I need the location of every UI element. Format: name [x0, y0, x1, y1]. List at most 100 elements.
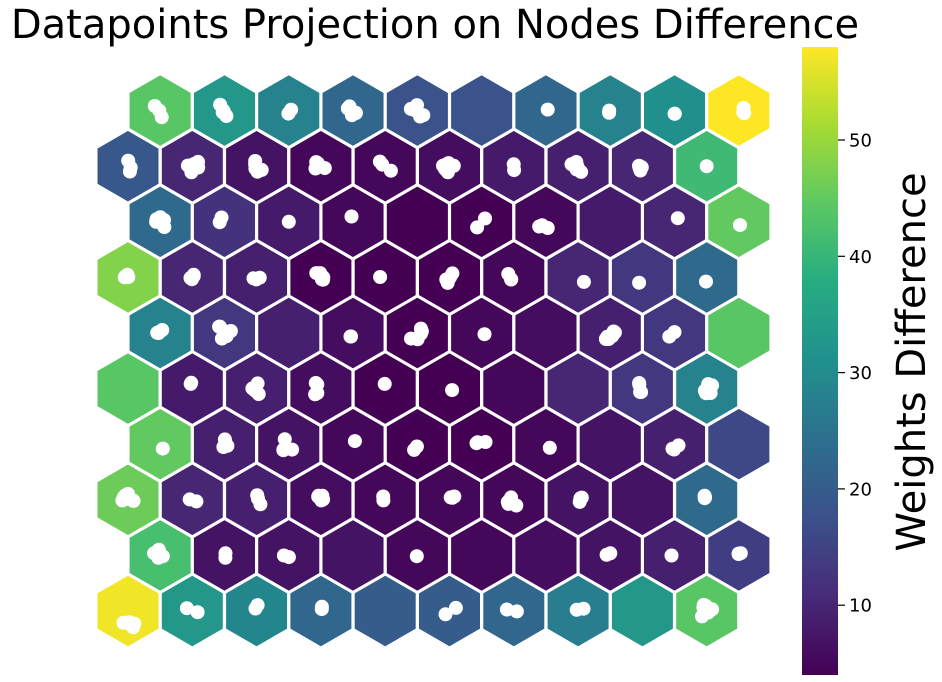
datapoint-marker [576, 274, 591, 289]
colorbar-label: Weights Difference [889, 172, 935, 551]
datapoint-marker [407, 102, 422, 117]
datapoint-marker [155, 441, 170, 456]
datapoint-marker [252, 270, 267, 285]
datapoint-marker [542, 440, 557, 455]
colorbar: 10 20 30 40 50 Weights Difference [802, 47, 935, 675]
datapoint-marker [151, 550, 166, 565]
datapoint-marker [670, 211, 685, 226]
datapoint-marker [731, 546, 746, 561]
datapoint-marker [317, 161, 332, 176]
datapoint-marker [445, 383, 460, 398]
datapoint-marker [410, 332, 425, 347]
colorbar-gradient [802, 47, 838, 675]
datapoint-marker [121, 270, 136, 285]
datapoint-marker [340, 101, 355, 116]
datapoint-marker [377, 376, 392, 391]
datapoint-marker [532, 219, 547, 234]
datapoint-marker [343, 329, 358, 344]
datapoint-marker [413, 321, 428, 336]
datapoint-marker [284, 102, 299, 117]
datapoint-marker [347, 434, 362, 449]
colorbar-tick-label: 30 [849, 363, 872, 384]
datapoint-marker [115, 493, 130, 508]
datapoint-marker [667, 106, 682, 121]
datapoint-markers-layer [115, 97, 752, 635]
datapoint-marker [506, 157, 521, 172]
datapoint-marker [214, 210, 229, 225]
datapoint-marker [153, 210, 168, 225]
datapoint-marker [733, 218, 747, 233]
datapoint-marker [634, 385, 649, 400]
datapoint-marker [477, 327, 492, 342]
datapoint-marker [281, 214, 296, 229]
datapoint-marker [603, 546, 618, 561]
datapoint-marker [697, 488, 712, 503]
datapoint-marker [376, 493, 391, 508]
datapoint-marker [438, 607, 453, 622]
datapoint-marker [373, 270, 388, 284]
datapoint-marker [409, 549, 424, 564]
datapoint-marker [478, 435, 493, 449]
datapoint-marker [383, 163, 398, 178]
datapoint-marker [126, 493, 141, 508]
datapoint-marker [665, 441, 680, 456]
colorbar-tick-label: 20 [849, 479, 872, 500]
datapoint-marker [447, 489, 462, 504]
datapoint-marker [179, 601, 194, 616]
datapoint-marker [281, 550, 296, 565]
datapoint-marker [147, 99, 162, 113]
datapoint-marker [218, 550, 233, 565]
datapoint-marker [277, 432, 292, 447]
datapoint-marker [440, 275, 455, 290]
datapoint-marker [607, 325, 622, 340]
datapoint-marker [569, 155, 584, 169]
colorbar-tick-label: 10 [849, 596, 872, 617]
datapoint-marker [248, 383, 263, 398]
datapoint-marker [191, 160, 206, 175]
colorbar-tick-label: 40 [849, 247, 872, 268]
datapoint-marker [248, 161, 263, 176]
colorbar-ticks: 10 20 30 40 50 [838, 131, 872, 617]
datapoint-marker [223, 324, 238, 338]
datapoint-marker [574, 490, 589, 505]
datapoint-marker [632, 275, 647, 290]
datapoint-marker [501, 267, 516, 281]
datapoint-marker [309, 266, 324, 281]
datapoint-marker [212, 319, 227, 334]
datapoint-marker [121, 153, 136, 168]
datapoint-marker [189, 494, 204, 509]
datapoint-marker [122, 164, 137, 179]
datapoint-marker [470, 220, 485, 235]
datapoint-marker [183, 376, 198, 391]
datapoint-marker [699, 386, 713, 401]
datapoint-marker [344, 209, 359, 224]
datapoint-marker [409, 439, 424, 454]
datapoint-marker [667, 325, 682, 340]
datapoint-marker [216, 440, 231, 454]
datapoint-marker [127, 616, 142, 631]
datapoint-marker [696, 600, 711, 615]
datapoint-marker [155, 323, 170, 337]
datapoint-marker [699, 274, 713, 289]
datapoint-marker [509, 604, 524, 619]
datapoint-marker [186, 269, 201, 284]
datapoint-marker [219, 109, 234, 124]
datapoint-marker [540, 102, 555, 117]
datapoint-marker [190, 605, 205, 620]
datapoint-marker [576, 601, 591, 616]
datapoint-marker [699, 159, 714, 174]
datapoint-marker [500, 494, 515, 509]
datapoint-marker [448, 600, 463, 615]
datapoint-marker [664, 548, 679, 563]
datapoint-marker [253, 497, 268, 512]
datapoint-marker [314, 602, 329, 617]
datapoint-marker [632, 158, 646, 173]
datapoint-marker [308, 387, 323, 402]
datapoint-marker [437, 161, 452, 176]
datapoint-marker [311, 489, 326, 504]
datapoint-marker [248, 601, 263, 616]
datapoint-marker [285, 442, 300, 457]
datapoint-marker [736, 105, 751, 120]
colorbar-tick-label: 50 [849, 131, 872, 152]
